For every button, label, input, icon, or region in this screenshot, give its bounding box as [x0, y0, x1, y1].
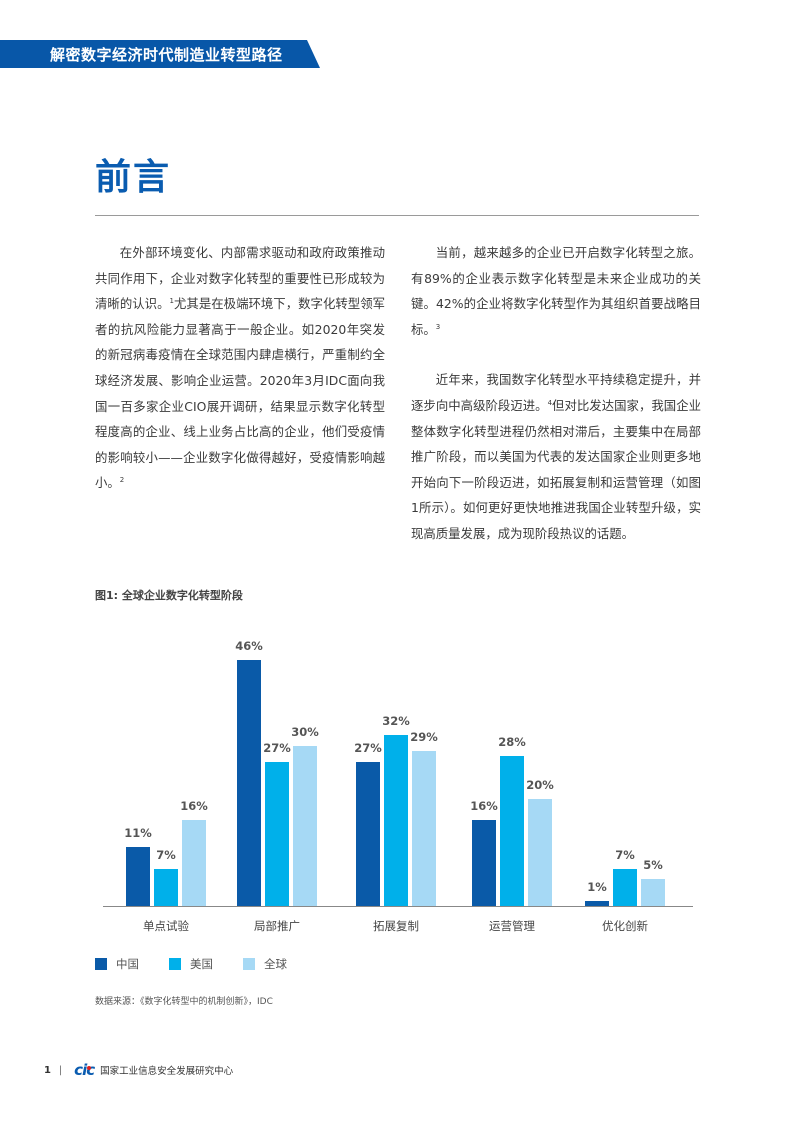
bar-value-label: 11%: [124, 826, 152, 841]
bar: [154, 868, 178, 906]
footer-separator: |: [58, 1064, 63, 1076]
cic-logo-icon: cic: [74, 1061, 95, 1079]
bar-chart: 11% 7% 16% 单点试验 46% 27% 30% 局部推广 27% 32% 29% 拓展复制 16…: [103, 620, 693, 940]
bar: [265, 761, 289, 906]
bar-value-label: 46%: [235, 638, 263, 653]
bar: [500, 756, 524, 906]
data-source: 数据来源：《数字化转型中的机制创新》，IDC: [95, 997, 273, 1007]
footnote-ref: 2: [119, 476, 125, 485]
paragraph: 近年来，我国数字化转型水平持续稳定提升，并逐步向中高级阶段迈进。4但对比发达国家…: [411, 372, 702, 541]
figure-title: 图1: 全球企业数字化转型阶段: [95, 589, 243, 602]
bar-value-label: 30%: [291, 724, 319, 739]
bar-value-label: 27%: [263, 740, 291, 755]
bar: [613, 868, 637, 906]
category-label: 运营管理: [489, 919, 535, 933]
category-label: 优化创新: [602, 919, 648, 933]
page-number: 1: [44, 1064, 51, 1076]
legend-item-china: 中国: [95, 956, 139, 972]
footnote-ref: 1: [169, 297, 174, 306]
bar: [528, 799, 552, 906]
bar-value-label: 7%: [615, 847, 635, 862]
bar-value-label: 32%: [382, 713, 410, 728]
category-label: 拓展复制: [373, 919, 419, 933]
bar-value-label: 7%: [156, 847, 176, 862]
bar: [182, 820, 206, 906]
header-banner: [0, 40, 320, 68]
left-column: 在外部环境变化、内部需求驱动和政府政策推动共同作用下，企业对数字化转型的重要性已…: [95, 240, 385, 521]
legend-swatch: [95, 958, 107, 970]
bar: [472, 820, 496, 906]
category-label: 局部推广: [254, 919, 300, 933]
legend-item-global: 全球: [243, 956, 287, 972]
bar: [585, 900, 609, 906]
paragraph: 当前，越来越多的企业已开启数字化转型之旅。有89%的企业表示数字化转型是未来企业…: [411, 245, 701, 337]
page-footer: 1 | cic 国家工业信息安全发展研究中心: [44, 1061, 233, 1079]
bar-value-label: 28%: [498, 735, 526, 750]
bar: [412, 750, 436, 906]
bar-value-label: 27%: [354, 740, 382, 755]
right-column: 当前，越来越多的企业已开启数字化转型之旅。有89%的企业表示数字化转型是未来企业…: [411, 240, 701, 572]
bar-value-label: 16%: [180, 799, 208, 814]
header-banner-title: 解密数字经济时代制造业转型路径: [50, 46, 283, 64]
bar-value-label: 5%: [643, 858, 663, 873]
title-divider: [95, 215, 699, 216]
bar: [356, 761, 380, 906]
footnote-ref: 3: [435, 322, 441, 331]
bar-value-label: 20%: [526, 778, 554, 792]
bar-value-label: 1%: [587, 879, 607, 894]
bar-value-label: 29%: [410, 729, 438, 744]
section-title: 前言: [95, 157, 172, 198]
bar: [293, 745, 317, 906]
category-label: 单点试验: [143, 919, 189, 933]
legend-swatch: [243, 958, 255, 970]
legend-item-usa: 美国: [169, 956, 213, 972]
chart-legend: 中国 美国 全球: [95, 956, 287, 972]
x-axis: [103, 906, 693, 907]
bar-value-label: 16%: [470, 799, 498, 814]
bar: [126, 847, 150, 906]
legend-swatch: [169, 958, 181, 970]
bar: [641, 879, 665, 906]
org-name: 国家工业信息安全发展研究中心: [100, 1066, 234, 1077]
bar: [237, 659, 261, 906]
bar: [384, 734, 408, 906]
paragraph: 在外部环境变化、内部需求驱动和政府政策推动共同作用下，企业对数字化转型的重要性已…: [95, 245, 386, 491]
footnote-ref: 4: [547, 398, 553, 407]
